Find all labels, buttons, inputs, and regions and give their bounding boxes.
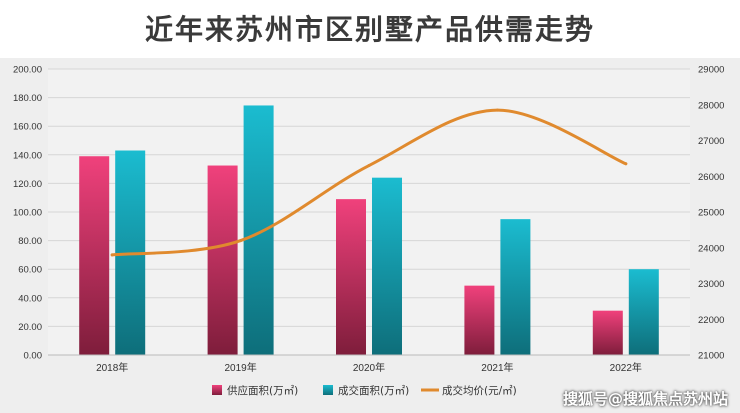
avg-price-point [495, 108, 499, 112]
y-left-tick-label: 80.00 [18, 236, 42, 247]
y-right-tick-label: 28000 [698, 100, 724, 111]
y-right-tick-label: 27000 [698, 136, 724, 147]
avg-price-point [367, 164, 371, 168]
legend-deal: 成交面积(万㎡) [323, 384, 409, 397]
chart-title: 近年来苏州市区别墅产品供需走势 [144, 13, 595, 46]
y-right-tick-label: 25000 [698, 208, 724, 219]
x-tick-label: 2018年 [96, 361, 128, 374]
avg-price-point [239, 239, 243, 243]
legend-deal-label: 成交面积(万㎡) [338, 384, 409, 397]
supply-area-bar [336, 199, 366, 355]
y-left-tick-label: 180.00 [13, 93, 42, 104]
deal-area-bar [628, 269, 659, 355]
x-tick-label: 2019年 [224, 361, 256, 374]
y-left-tick-label: 60.00 [18, 265, 42, 276]
supply-area-bar [207, 165, 238, 355]
legend-deal-swatch [323, 385, 333, 395]
legend-supply-label: 供应面积(万㎡) [227, 384, 298, 397]
supply-area-bar [79, 156, 110, 355]
y-left-tick-label: 140.00 [13, 150, 42, 161]
y-left-tick-label: 160.00 [13, 122, 42, 133]
y-left-tick-label: 120.00 [13, 179, 42, 190]
supply-area-bar [592, 310, 623, 355]
deal-area-bar [243, 105, 274, 355]
avg-price-point [110, 253, 114, 257]
avg-price-point [624, 162, 628, 166]
legend-supply-swatch [212, 385, 222, 395]
y-left-tick-label: 20.00 [18, 322, 42, 333]
legend-supply: 供应面积(万㎡) [212, 384, 298, 397]
y-right-tick-label: 21000 [698, 351, 724, 362]
y-left-tick-label: 40.00 [18, 293, 42, 304]
y-left-tick-label: 0.00 [24, 351, 43, 362]
deal-area-bar [500, 219, 531, 355]
y-right-tick-label: 26000 [698, 172, 724, 183]
y-right-tick-label: 22000 [698, 315, 724, 326]
x-tick-label: 2020年 [353, 361, 385, 374]
y-left-tick-label: 200.00 [13, 65, 42, 76]
legend-avg-price: 成交均价(元/㎡) [421, 384, 517, 397]
y-right-tick-label: 29000 [698, 65, 724, 76]
legend-avg-price-label: 成交均价(元/㎡) [442, 384, 517, 397]
x-tick-label: 2021年 [481, 361, 513, 374]
y-right-tick-label: 24000 [698, 243, 724, 254]
watermark: 搜狐号@搜狐焦点苏州站 [562, 390, 728, 408]
supply-area-bar [464, 285, 495, 355]
deal-area-bar [372, 177, 402, 355]
y-right-tick-label: 23000 [698, 279, 724, 290]
x-tick-label: 2022年 [610, 361, 642, 374]
y-left-tick-label: 100.00 [13, 208, 42, 219]
